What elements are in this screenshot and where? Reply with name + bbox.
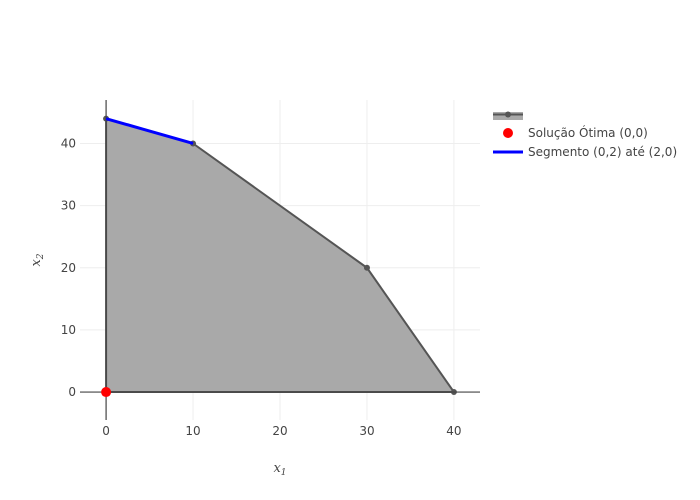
y-axis-title: x2 [29, 253, 46, 266]
legend-item-segment[interactable]: Segmento (0,2) até (2,0) [493, 145, 677, 159]
optimal-solution-point [101, 387, 112, 398]
x-tick-label: 40 [446, 424, 461, 438]
legend: Solução Ótima (0,0) Segmento (0,2) até (… [493, 111, 677, 159]
y-tick-label: 0 [68, 385, 76, 399]
segment-line [105, 117, 194, 145]
region-vertex [363, 264, 370, 271]
legend-item-solution[interactable]: Solução Ótima (0,0) [503, 125, 648, 140]
x-tick-label: 30 [359, 424, 374, 438]
legend-label-solution: Solução Ótima (0,0) [528, 125, 648, 140]
x-axis-title: x1 [273, 461, 286, 478]
x-tick-label: 10 [185, 424, 200, 438]
y-tick-label: 40 [61, 136, 76, 150]
legend-item-region[interactable] [493, 111, 523, 121]
tick-labels: 0 10 20 30 40 0 10 20 30 40 [61, 136, 462, 438]
axes [80, 100, 480, 420]
y-tick-label: 20 [61, 261, 76, 275]
axis-titles: x1 x2 [29, 253, 287, 478]
y-tick-label: 30 [61, 199, 76, 213]
legend-label-segment: Segmento (0,2) até (2,0) [528, 145, 677, 159]
y-tick-label: 10 [61, 323, 76, 337]
x-tick-label: 0 [102, 424, 110, 438]
highlight-segment [105, 117, 194, 145]
x-tick-label: 20 [272, 424, 287, 438]
data-points [101, 387, 112, 398]
